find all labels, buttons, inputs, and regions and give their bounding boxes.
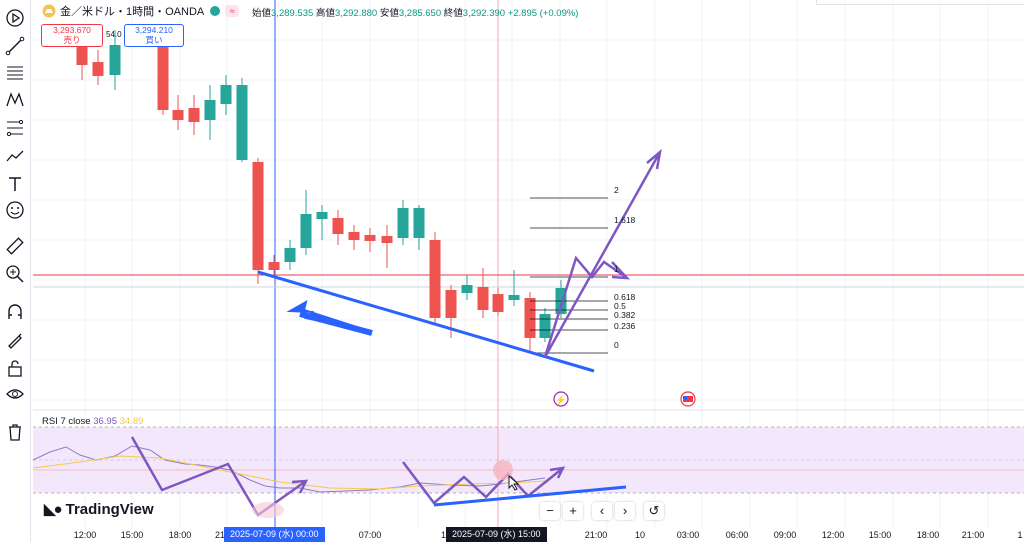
fib-label: 2 [614,185,619,195]
candle [555,280,567,318]
time-tick-label: 09:00 [773,530,797,540]
projection-drawing[interactable] [543,148,662,358]
candle [413,205,425,250]
time-tick-label: 21:00 [961,530,985,540]
candle [204,85,216,140]
rsi-legend[interactable]: RSI 7 close 36.95 34.89 [42,416,144,427]
time-tick-label: 06:00 [725,530,749,540]
time-tick-label: 10 [634,530,646,540]
symbol-title: 金／米ドル・1時間・OANDA [60,6,205,18]
trend-arrow-shaft [299,311,373,336]
zoom-in-button[interactable]: + [563,502,583,520]
time-tick-label: 12:00 [821,530,845,540]
time-tick-label: 21:00 [584,530,608,540]
candle [188,95,200,135]
candle [300,190,312,255]
candle [348,225,360,250]
candle [109,30,121,85]
candle [252,158,264,284]
projection-icon[interactable] [3,144,27,168]
lock-drawing-icon[interactable] [3,328,27,352]
candle [364,228,376,252]
candle [332,210,344,245]
time-tick-label: 12:00 [73,530,97,540]
reset-chart-button[interactable]: ↺ [644,502,664,520]
drawing-toolbar [0,0,31,542]
candle [508,270,520,306]
svg-text:⚡: ⚡ [555,394,566,406]
cursor-icon[interactable] [3,6,27,30]
fib-label: 0.5 [614,301,626,311]
rsi-low-highlight [252,502,284,518]
candles [76,30,567,352]
candle [157,35,169,115]
time-tick-label: 21 [214,530,226,540]
time-tick-label: 15:00 [120,530,144,540]
candle [539,308,551,342]
rsi-trend-line[interactable] [433,485,627,507]
time-tick-label: 18:00 [168,530,192,540]
tv-logo-icon: ◣● [44,501,63,518]
candle [92,50,104,85]
time-tick-label: 18:00 [916,530,940,540]
fib-label: 0.382 [614,310,636,320]
candle [381,225,393,268]
gold-icon [42,4,56,18]
zoom-in-icon[interactable] [3,262,27,286]
fib-label: 1 [614,264,619,274]
candle [284,240,296,270]
time-tick-label: 15:00 [868,530,892,540]
candle [429,232,441,325]
event-flash-icon[interactable] [553,391,569,407]
emoji-icon[interactable] [3,198,27,222]
ohlc-readout: 始値3,289.535 高値3,292.880 安値3,285.650 終値3,… [252,8,579,19]
crosshair-time-label-right: 2025-07-09 (水) 15:00 [446,527,547,542]
zoom-out-button[interactable]: − [540,502,560,520]
menu-icon[interactable]: ≈ [225,5,240,17]
tradingview-logo[interactable]: ◣● TradingView [44,500,154,519]
candle [316,205,328,240]
candle [461,275,473,300]
scroll-right-button[interactable]: › [615,502,635,520]
text-icon[interactable] [3,172,27,196]
candle [492,288,504,316]
trend-line-icon[interactable] [3,34,27,58]
candle [397,200,409,245]
sell-button[interactable]: 3,293.670 売り [41,24,103,47]
time-tick-label: 1 [1017,530,1023,540]
buy-button[interactable]: 3,294.210 買い [124,24,184,47]
ruler-icon[interactable] [3,234,27,258]
mouse-cursor-icon [508,474,520,491]
candle [477,268,489,318]
market-status-icon [210,6,221,16]
trend-line[interactable] [257,270,595,373]
pattern-icon[interactable] [3,88,27,112]
top-panel-edge [816,0,1024,5]
crosshair-time-label-left: 2025-07-09 (水) 00:00 [224,527,325,542]
lock-icon[interactable] [3,356,27,380]
eye-icon[interactable] [3,382,27,406]
horizontal-lines-icon[interactable] [3,60,27,84]
spread-value: 54.0 [106,30,122,39]
fib-label: 0.618 [614,292,636,302]
fib-label: 1.618 [614,215,636,225]
trash-icon[interactable] [3,420,27,444]
fib-label: 0 [614,340,619,350]
symbol-header[interactable]: 金／米ドル・1時間・OANDA ≈ [42,3,240,19]
candle [524,292,536,352]
candle [172,95,184,130]
time-tick-label: 07:00 [358,530,382,540]
time-tick-label: 03:00 [676,530,700,540]
candle [268,255,280,275]
candle [220,75,232,115]
fib-retracement-icon[interactable] [3,116,27,140]
fib-label: 0.236 [614,321,636,331]
scroll-left-button[interactable]: ‹ [592,502,612,520]
cursor-highlight [493,460,513,480]
candle [236,78,248,162]
magnet-icon[interactable] [3,300,27,324]
